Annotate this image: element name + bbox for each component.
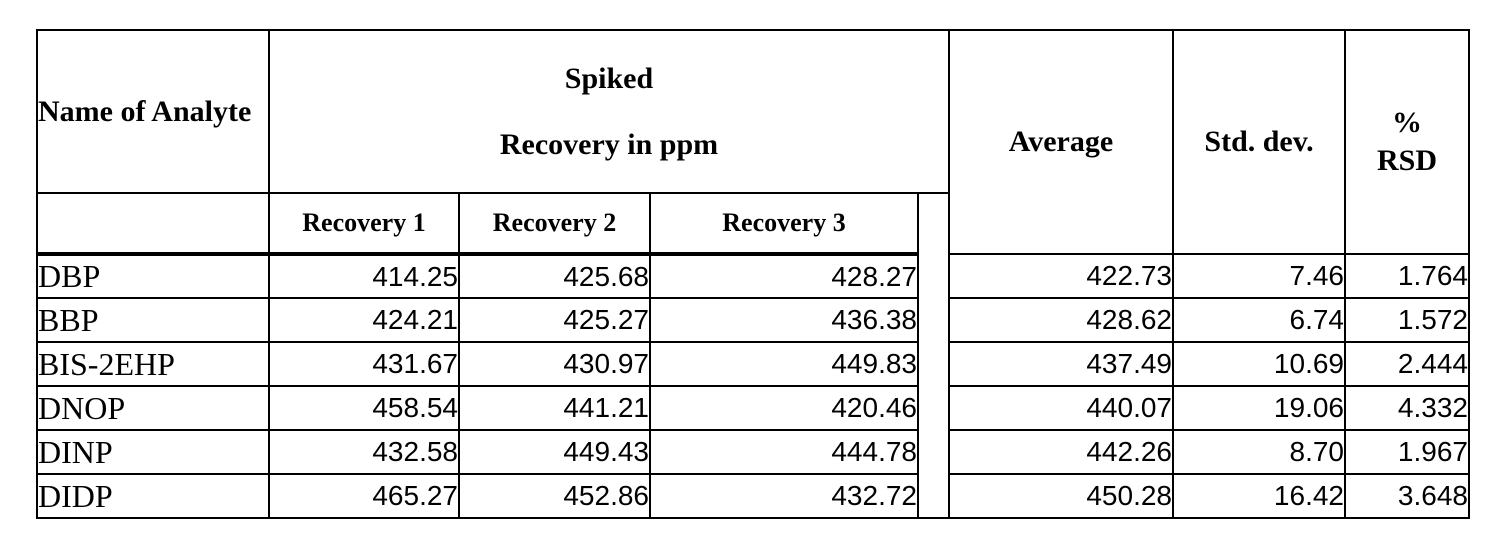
cell-rsd: 1.764 [1344,253,1470,299]
cell-recovery-2: 452.86 [458,473,651,519]
cell-average: 440.07 [948,385,1174,431]
cell-recovery-1: 432.58 [268,429,460,475]
header-spiked-recovery: Spiked Recovery in ppm [268,29,950,194]
header-recovery-1: Recovery 1 [268,192,460,256]
cell-analyte-name: DNOP [36,385,270,431]
cell-recovery-2: 430.97 [458,341,651,387]
cell-analyte-name: DBP [36,253,270,299]
table-row: BBP 424.21 425.27 436.38 428.62 6.74 1.5… [36,297,1470,343]
table-row: DINP 432.58 449.43 444.78 442.26 8.70 1.… [36,429,1470,475]
header-rsd-line1: % [1392,105,1422,139]
cell-recovery-1: 431.67 [268,341,460,387]
cell-recovery-2: 425.68 [458,253,651,299]
table-row: DNOP 458.54 441.21 420.46 440.07 19.06 4… [36,385,1470,431]
cell-std-dev: 8.70 [1172,429,1346,475]
table-row: BIS-2EHP 431.67 430.97 449.83 437.49 10.… [36,341,1470,387]
cell-rsd: 2.444 [1344,341,1470,387]
cell-rsd: 4.332 [1344,385,1470,431]
cell-recovery-3: 436.38 [649,297,919,343]
cell-rsd: 1.967 [1344,429,1470,475]
cell-recovery-2: 449.43 [458,429,651,475]
cell-recovery-3: 444.78 [649,429,919,475]
cell-recovery-3: 432.72 [649,473,919,519]
cell-average: 450.28 [948,473,1174,519]
cell-std-dev: 7.46 [1172,253,1346,299]
cell-analyte-name: BBP [36,297,270,343]
cell-recovery-3: 420.46 [649,385,919,431]
cell-recovery-3: 449.83 [649,341,919,387]
cell-analyte-name: DINP [36,429,270,475]
cell-std-dev: 6.74 [1172,297,1346,343]
cell-std-dev: 19.06 [1172,385,1346,431]
cell-rsd: 1.572 [1344,297,1470,343]
cell-recovery-1: 424.21 [268,297,460,343]
header-row-sub: Recovery 1 Recovery 2 Recovery 3 [36,192,1469,519]
header-average: Average [948,29,1174,255]
cell-recovery-2: 425.27 [458,297,651,343]
cell-recovery-2: 441.21 [458,385,651,431]
header-recovery-2: Recovery 2 [458,192,651,256]
cell-recovery-1: 465.27 [268,473,460,519]
recovery-table: Name of Analyte Spiked Recovery in ppm A… [36,29,1470,519]
spacer-column [917,192,950,519]
cell-recovery-1: 458.54 [268,385,460,431]
cell-std-dev: 10.69 [1172,341,1346,387]
header-rsd-line2: RSD [1376,144,1437,177]
cell-recovery-1: 414.25 [268,253,460,299]
header-std-dev: Std. dev. [1172,29,1346,255]
header-recovery-3: Recovery 3 [649,192,919,256]
cell-analyte-name: DIDP [36,473,270,519]
empty-cell-under-name [36,192,270,256]
cell-average: 442.26 [948,429,1174,475]
table-row: DBP 414.25 425.68 428.27 422.73 7.46 1.7… [36,253,1470,299]
cell-recovery-3: 428.27 [649,253,919,299]
cell-average: 422.73 [948,253,1174,299]
header-spiked-line1: Spiked [564,61,654,95]
header-row-main: Name of Analyte Spiked Recovery in ppm A… [36,29,1470,255]
header-percent-rsd: % RSD [1344,29,1470,255]
header-spiked-line2: Recovery in ppm [499,127,719,161]
cell-analyte-name: BIS-2EHP [36,341,270,387]
cell-average: 428.62 [948,297,1174,343]
cell-rsd: 3.648 [1344,473,1470,519]
cell-std-dev: 16.42 [1172,473,1346,519]
cell-average: 437.49 [948,341,1174,387]
header-name-of-analyte: Name of Analyte [36,29,270,194]
table-row: DIDP 465.27 452.86 432.72 450.28 16.42 3… [36,473,1470,519]
